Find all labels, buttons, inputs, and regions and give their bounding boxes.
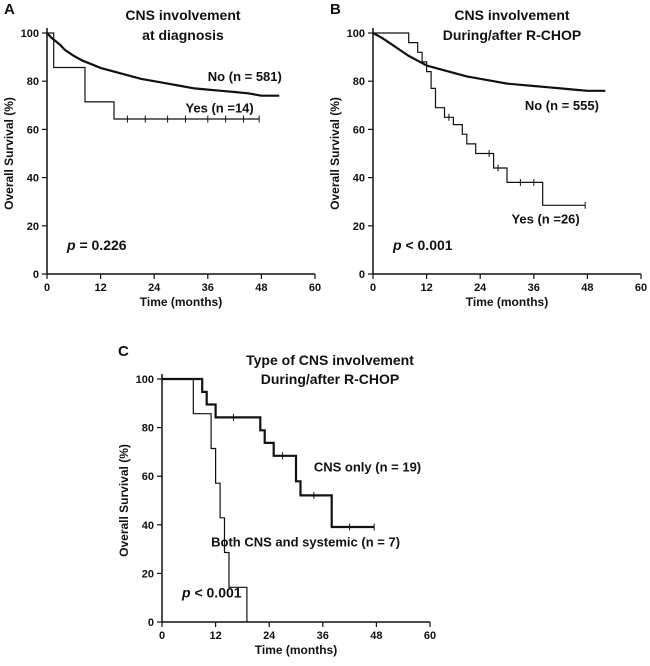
series-label-2: Yes (n =14) bbox=[185, 101, 253, 116]
series-line-2 bbox=[47, 32, 260, 120]
panel-a: A CNS involvement at diagnosis 0 12 24 36 48 60 0… bbox=[2, 1, 321, 309]
x-tick-label: 12 bbox=[209, 630, 221, 642]
x-tick-label: 60 bbox=[309, 282, 321, 294]
x-tick-label: 24 bbox=[263, 630, 276, 642]
x-tick-label: 24 bbox=[474, 282, 487, 294]
y-tick-label: 20 bbox=[142, 568, 154, 580]
x-tick-label: 0 bbox=[44, 282, 50, 294]
x-tick-label: 12 bbox=[420, 282, 432, 294]
series-label-1: No (n = 555) bbox=[525, 98, 599, 113]
series-label-2: Both CNS and systemic (n = 7) bbox=[211, 535, 400, 550]
x-tick-label: 60 bbox=[635, 282, 647, 294]
chart-title-line-2: During/after R-CHOP bbox=[443, 27, 581, 43]
panel-b: B CNS involvement During/after R-CHOP 0 12 24… bbox=[328, 1, 647, 309]
panel-letter-a: A bbox=[4, 1, 15, 18]
chart-title-line-2: at diagnosis bbox=[142, 27, 224, 43]
x-tick-label: 24 bbox=[148, 282, 161, 294]
y-tick-label: 100 bbox=[347, 28, 365, 40]
y-tick-label: 0 bbox=[148, 617, 154, 629]
chart-title-line-1: CNS involvement bbox=[125, 7, 240, 23]
series-line-1 bbox=[162, 377, 375, 529]
p-value: p < 0.001 bbox=[392, 237, 453, 253]
series-label-1: No (n = 581) bbox=[208, 69, 282, 84]
series-label-2: Yes (n =26) bbox=[511, 211, 579, 226]
chart-title-line-1: Type of CNS involvement bbox=[246, 352, 414, 368]
panel-letter-c: C bbox=[118, 343, 129, 360]
y-tick-label: 80 bbox=[142, 423, 154, 435]
p-value-symbol: p bbox=[66, 237, 76, 253]
x-tick-label: 36 bbox=[528, 282, 540, 294]
y-tick-label: 40 bbox=[142, 520, 154, 532]
p-value-text: = 0.226 bbox=[76, 237, 127, 253]
p-value: p = 0.226 bbox=[66, 237, 127, 253]
x-tick-label: 48 bbox=[581, 282, 593, 294]
x-tick-label: 12 bbox=[94, 282, 106, 294]
y-axis-label: Overall Survival (%) bbox=[2, 97, 16, 210]
y-tick-label: 100 bbox=[136, 374, 154, 386]
x-axis-label: Time (months) bbox=[466, 295, 548, 309]
y-tick-label: 20 bbox=[27, 221, 39, 233]
panel-c: C Type of CNS involvement During/after R-C… bbox=[117, 343, 436, 657]
x-tick-label: 36 bbox=[202, 282, 214, 294]
y-axis-label: Overall Survival (%) bbox=[117, 444, 131, 557]
y-tick-label: 60 bbox=[27, 124, 39, 136]
y-tick-label: 40 bbox=[353, 173, 365, 185]
panel-letter-b: B bbox=[330, 1, 341, 18]
chart-title-line-2: During/after R-CHOP bbox=[261, 371, 399, 387]
y-axis-label: Overall Survival (%) bbox=[328, 97, 342, 210]
y-tick-label: 60 bbox=[353, 124, 365, 136]
y-tick-label: 0 bbox=[359, 269, 365, 281]
series-line-1 bbox=[46, 32, 280, 97]
y-tick-label: 40 bbox=[27, 173, 39, 185]
series-line-2 bbox=[373, 32, 586, 206]
y-tick-label: 60 bbox=[142, 471, 154, 483]
x-tick-label: 0 bbox=[370, 282, 376, 294]
p-value-text: < 0.001 bbox=[191, 585, 242, 601]
series-line-1 bbox=[372, 32, 606, 92]
p-value: p < 0.001 bbox=[181, 585, 242, 601]
chart-title-line-1: CNS involvement bbox=[454, 7, 569, 23]
p-value-symbol: p bbox=[181, 585, 191, 601]
p-value-text: < 0.001 bbox=[402, 237, 453, 253]
y-tick-label: 100 bbox=[21, 28, 39, 40]
y-tick-label: 0 bbox=[33, 269, 39, 281]
x-axis-label: Time (months) bbox=[255, 643, 337, 657]
y-tick-label: 80 bbox=[353, 76, 365, 88]
x-tick-label: 48 bbox=[255, 282, 267, 294]
x-tick-label: 36 bbox=[317, 630, 329, 642]
series-line-2 bbox=[162, 378, 248, 622]
series-label-1: CNS only (n = 19) bbox=[314, 459, 421, 474]
x-tick-label: 60 bbox=[424, 630, 436, 642]
y-tick-label: 80 bbox=[27, 76, 39, 88]
x-tick-label: 48 bbox=[370, 630, 382, 642]
x-axis-label: Time (months) bbox=[140, 295, 222, 309]
x-tick-label: 0 bbox=[159, 630, 165, 642]
y-tick-label: 20 bbox=[353, 221, 365, 233]
p-value-symbol: p bbox=[392, 237, 402, 253]
